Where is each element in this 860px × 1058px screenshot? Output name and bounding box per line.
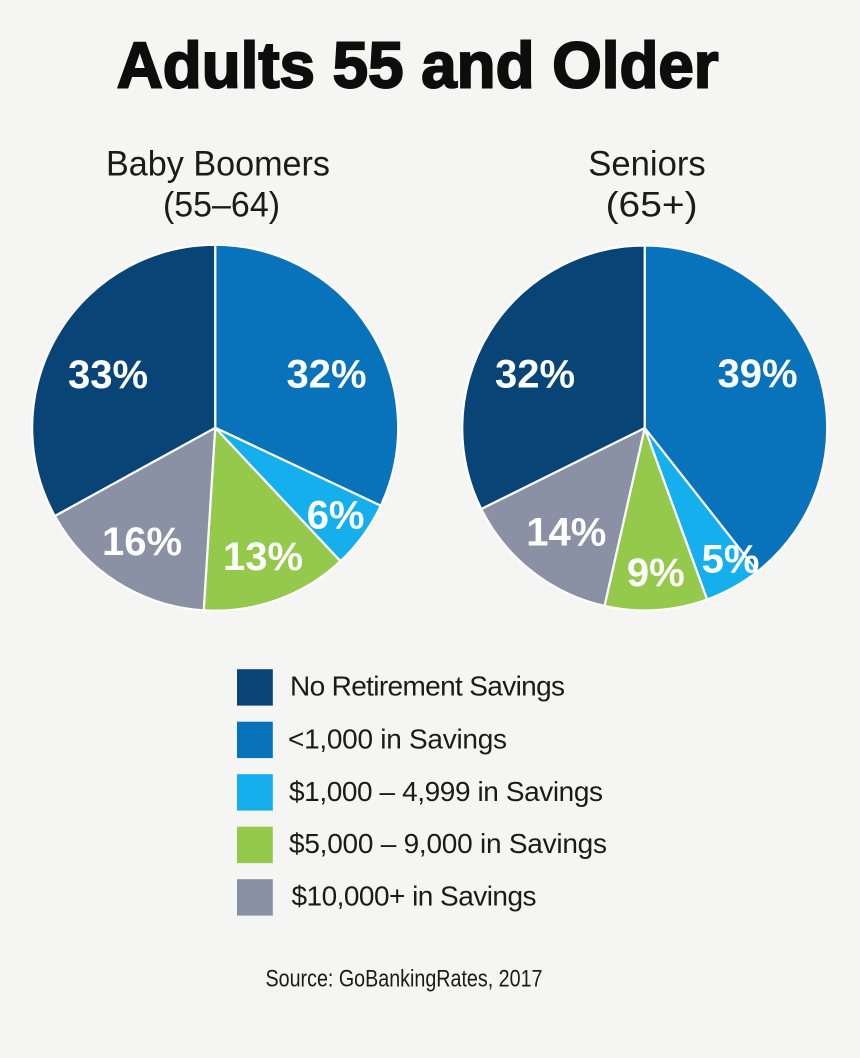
svg-text:33%: 33% — [68, 353, 148, 397]
svg-text:$10,000+ in Savings: $10,000+ in Savings — [292, 880, 537, 911]
svg-text:5%: 5% — [702, 538, 760, 582]
svg-text:16%: 16% — [102, 520, 182, 564]
svg-text:9%: 9% — [627, 551, 685, 595]
svg-text:Baby Boomers: Baby Boomers — [106, 145, 330, 184]
svg-text:Source: GoBankingRates, 2017: Source: GoBankingRates, 2017 — [266, 965, 543, 992]
svg-text:$1,000 – 4,999 in Savings: $1,000 – 4,999 in Savings — [289, 776, 603, 807]
svg-text:6%: 6% — [307, 493, 365, 537]
svg-text:14%: 14% — [526, 511, 606, 555]
svg-text:32%: 32% — [286, 353, 366, 397]
svg-text:Seniors: Seniors — [588, 145, 706, 184]
svg-text:Adults 55 and Older: Adults 55 and Older — [117, 29, 719, 102]
svg-text:$5,000 – 9,000 in Savings: $5,000 – 9,000 in Savings — [289, 828, 607, 859]
svg-text:(65+): (65+) — [606, 186, 698, 225]
svg-text:32%: 32% — [495, 353, 575, 397]
svg-text:13%: 13% — [223, 535, 303, 579]
svg-text:<1,000 in Savings: <1,000 in Savings — [288, 723, 507, 754]
svg-text:39%: 39% — [717, 352, 797, 396]
svg-text:No Retirement Savings: No Retirement Savings — [290, 671, 565, 702]
svg-text:(55–64): (55–64) — [163, 186, 280, 225]
